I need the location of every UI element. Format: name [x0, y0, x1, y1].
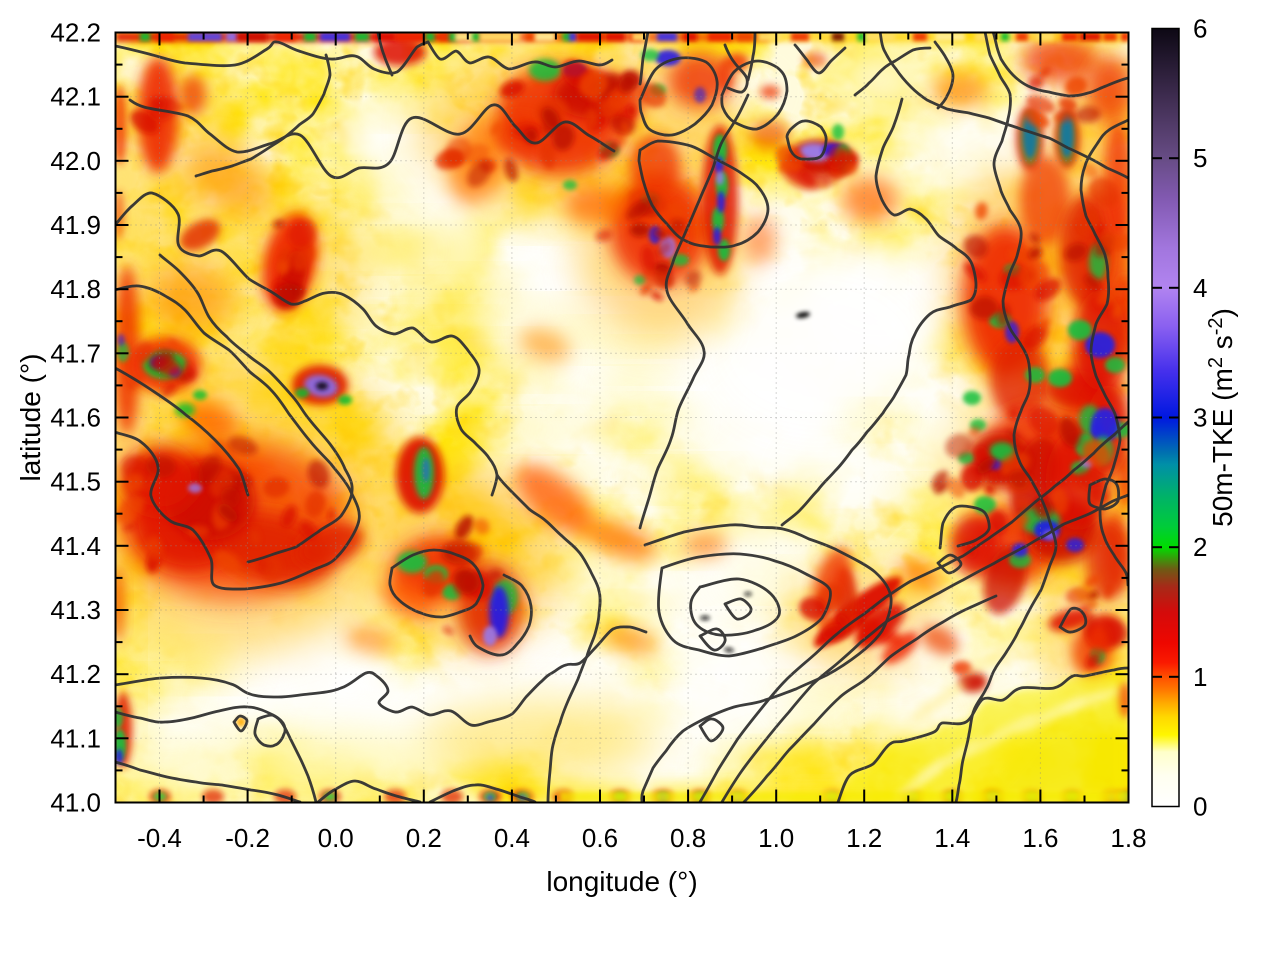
svg-text:41.3: 41.3 [50, 595, 101, 625]
svg-text:41.0: 41.0 [50, 788, 101, 818]
svg-text:1.4: 1.4 [934, 823, 970, 853]
svg-text:41.4: 41.4 [50, 531, 101, 561]
svg-text:41.1: 41.1 [50, 723, 101, 753]
svg-text:-0.2: -0.2 [225, 823, 270, 853]
svg-text:41.9: 41.9 [50, 210, 101, 240]
svg-text:2: 2 [1193, 532, 1207, 562]
svg-text:50m-TKE (m2 s-2): 50m-TKE (m2 s-2) [1205, 308, 1238, 527]
svg-text:41.2: 41.2 [50, 659, 101, 689]
svg-text:42.1: 42.1 [50, 82, 101, 112]
svg-text:0.8: 0.8 [670, 823, 706, 853]
svg-text:3: 3 [1193, 403, 1207, 433]
svg-text:1.0: 1.0 [758, 823, 794, 853]
svg-text:latitude (°): latitude (°) [15, 354, 46, 482]
svg-text:42.0: 42.0 [50, 146, 101, 176]
svg-text:1.8: 1.8 [1110, 823, 1146, 853]
svg-text:41.5: 41.5 [50, 467, 101, 497]
svg-text:0.0: 0.0 [318, 823, 354, 853]
svg-text:4: 4 [1193, 273, 1207, 303]
svg-text:0.6: 0.6 [582, 823, 618, 853]
svg-text:41.6: 41.6 [50, 403, 101, 433]
svg-text:6: 6 [1193, 14, 1207, 44]
svg-text:41.7: 41.7 [50, 338, 101, 368]
svg-text:1: 1 [1193, 662, 1207, 692]
svg-text:1.2: 1.2 [846, 823, 882, 853]
svg-text:0: 0 [1193, 792, 1207, 822]
svg-text:longitude (°): longitude (°) [546, 866, 697, 897]
svg-text:0.2: 0.2 [406, 823, 442, 853]
svg-text:0.4: 0.4 [494, 823, 530, 853]
svg-text:1.6: 1.6 [1022, 823, 1058, 853]
svg-text:-0.4: -0.4 [137, 823, 182, 853]
svg-text:42.2: 42.2 [50, 18, 101, 48]
svg-text:5: 5 [1193, 143, 1207, 173]
svg-text:41.8: 41.8 [50, 274, 101, 304]
